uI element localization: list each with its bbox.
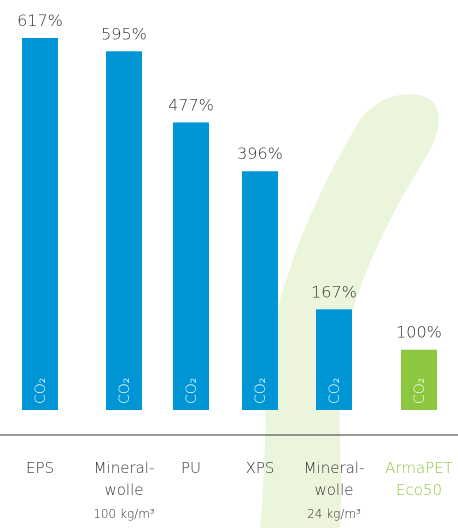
category-label: ArmaPET (385, 459, 453, 477)
category-label: EPS (26, 459, 54, 477)
category-label: wolle (314, 481, 353, 499)
category-sublabel: 100 kg/m³ (93, 507, 155, 521)
bar (242, 171, 278, 410)
bar (22, 38, 58, 410)
category-label: Eco50 (396, 481, 442, 499)
bar (106, 51, 142, 410)
bar-label: CO₂ (117, 378, 133, 404)
bar-label: CO₂ (184, 378, 200, 404)
bar-label: CO₂ (33, 378, 49, 404)
value-label: 595% (101, 24, 147, 43)
bar-label: CO₂ (253, 378, 269, 404)
category-label: PU (181, 459, 201, 477)
value-label: 396% (237, 144, 283, 163)
value-label: 167% (311, 282, 357, 301)
chart: 617% CO₂ EPS 595% CO₂ Mineral-wolle 100 kg/m³ 4… (0, 0, 458, 528)
category-label: Mineral- (304, 459, 365, 477)
category-label: Mineral- (94, 459, 155, 477)
category-sublabel: 24 kg/m³ (307, 507, 361, 521)
bar-label: CO₂ (412, 378, 428, 404)
bar-label: CO₂ (327, 378, 343, 404)
category-label: XPS (246, 459, 275, 477)
value-label: 617% (17, 11, 63, 30)
bar (173, 122, 209, 410)
category-label: wolle (104, 481, 143, 499)
value-label: 477% (168, 95, 214, 114)
value-label: 100% (396, 323, 442, 342)
